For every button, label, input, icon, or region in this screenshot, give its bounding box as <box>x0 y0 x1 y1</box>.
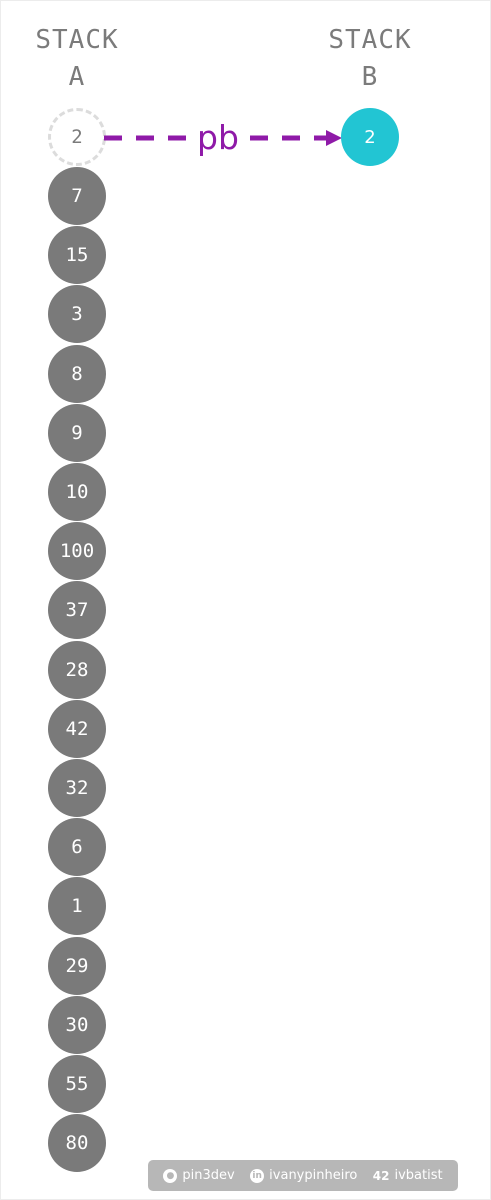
stack-a-node: 9 <box>48 403 106 462</box>
stack-a-node: 8 <box>48 344 106 403</box>
stack-a-node: 28 <box>48 640 106 699</box>
stack-a-title-line2: A <box>68 62 86 92</box>
credits-bar: ● pin3dev in ivanypinheiro 42 ivbatist <box>148 1160 458 1191</box>
stack-a-node: 6 <box>48 818 106 877</box>
stack-a-node: 7 <box>48 167 106 225</box>
stack-a-node: 30 <box>48 995 106 1054</box>
stack-a-node: 100 <box>48 522 106 581</box>
stack-a-title: STACK A <box>17 22 137 96</box>
stack-b-node: 2 <box>341 108 399 166</box>
pb-arrow: pb <box>104 118 342 157</box>
stack-b-title-line1: STACK <box>328 25 412 55</box>
stack-a-node: 3 <box>48 285 106 344</box>
linkedin-credit[interactable]: in ivanypinheiro <box>250 1168 357 1183</box>
pb-arrow-head <box>326 130 342 146</box>
pb-label: pb <box>197 118 239 157</box>
school-42-credit[interactable]: 42 ivbatist <box>373 1168 443 1183</box>
linkedin-icon: in <box>250 1168 265 1183</box>
stack-a-node: 29 <box>48 936 106 995</box>
github-credit[interactable]: ● pin3dev <box>163 1168 235 1183</box>
school-42-icon: 42 <box>372 1168 390 1183</box>
stack-a-node: 42 <box>48 699 106 758</box>
github-icon: ● <box>163 1168 178 1183</box>
stack-a-node: 15 <box>48 226 106 285</box>
stack-a-title-line1: STACK <box>35 25 119 55</box>
linkedin-label: ivanypinheiro <box>269 1168 358 1183</box>
stack-a-node: 55 <box>48 1055 106 1113</box>
github-label: pin3dev <box>182 1168 235 1183</box>
stack-a-popped-node: 2 <box>48 108 106 166</box>
stack-b-title-line2: B <box>361 62 379 92</box>
stack-a-node: 37 <box>48 581 106 640</box>
stack-a-node: 1 <box>48 877 106 936</box>
stack-a-node: 10 <box>48 463 106 521</box>
stack-a-node: 80 <box>48 1114 106 1173</box>
stack-a-node: 32 <box>48 759 106 817</box>
stack-b-title: STACK B <box>310 22 430 96</box>
school-42-label: ivbatist <box>394 1168 443 1183</box>
